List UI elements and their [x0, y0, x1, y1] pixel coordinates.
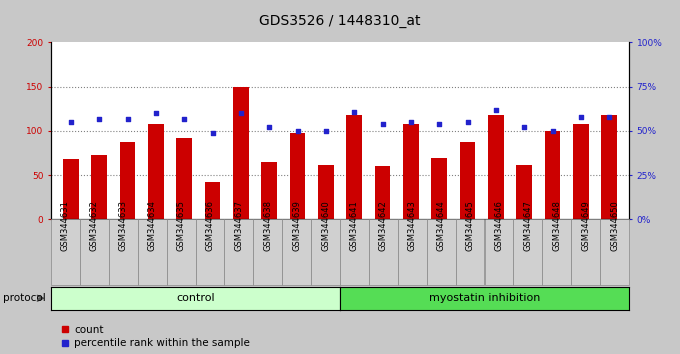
Bar [601, 115, 617, 219]
Point [65, 119, 76, 125]
Bar [375, 166, 390, 219]
Point [235, 110, 246, 116]
Text: GSM344632: GSM344632 [90, 200, 99, 251]
Bar [488, 115, 504, 219]
Text: myostatin inhibition: myostatin inhibition [429, 293, 540, 303]
Point [179, 116, 190, 121]
Point [122, 116, 133, 121]
Bar [205, 182, 220, 219]
Text: GSM344633: GSM344633 [119, 200, 128, 251]
Point [377, 121, 388, 127]
Point [490, 107, 501, 113]
Text: GSM344635: GSM344635 [177, 200, 186, 251]
Legend: count, percentile rank within the sample: count, percentile rank within the sample [56, 321, 254, 352]
Text: GSM344642: GSM344642 [379, 200, 388, 251]
Text: GSM344637: GSM344637 [235, 200, 243, 251]
Point [434, 121, 445, 127]
Text: GSM344647: GSM344647 [524, 200, 532, 251]
Bar [403, 124, 419, 219]
Bar [318, 165, 334, 219]
Text: GSM344650: GSM344650 [610, 200, 619, 251]
Text: GSM344634: GSM344634 [148, 200, 156, 251]
Text: GSM344645: GSM344645 [466, 200, 475, 251]
Text: GSM344636: GSM344636 [205, 200, 214, 251]
Point [320, 128, 331, 134]
Bar [431, 158, 447, 219]
Bar [176, 138, 192, 219]
Text: GSM344646: GSM344646 [494, 200, 503, 251]
Bar [120, 142, 135, 219]
Text: GSM344638: GSM344638 [263, 200, 272, 251]
Text: GSM344641: GSM344641 [350, 200, 359, 251]
Point [94, 116, 105, 121]
Point [207, 130, 218, 136]
Point [349, 109, 360, 114]
Text: GSM344643: GSM344643 [408, 200, 417, 251]
Point [575, 114, 586, 120]
Point [150, 110, 161, 116]
Bar [290, 133, 305, 219]
Bar [573, 124, 589, 219]
Point [547, 128, 558, 134]
Point [264, 125, 275, 130]
Bar [460, 142, 475, 219]
Point [604, 114, 615, 120]
Point [405, 119, 416, 125]
Bar [91, 155, 107, 219]
Bar [346, 115, 362, 219]
Bar [63, 159, 79, 219]
Point [292, 128, 303, 134]
Point [519, 125, 530, 130]
Bar [516, 165, 532, 219]
Bar [148, 124, 164, 219]
Point [462, 119, 473, 125]
Text: GSM344640: GSM344640 [321, 200, 330, 251]
Bar [545, 131, 560, 219]
Text: GSM344649: GSM344649 [581, 200, 590, 251]
Bar [233, 87, 249, 219]
Text: GSM344631: GSM344631 [61, 200, 70, 251]
Text: control: control [176, 293, 215, 303]
Bar [261, 162, 277, 219]
Text: GDS3526 / 1448310_at: GDS3526 / 1448310_at [259, 14, 421, 28]
Text: GSM344648: GSM344648 [552, 200, 561, 251]
Text: GSM344644: GSM344644 [437, 200, 445, 251]
Text: GSM344639: GSM344639 [292, 200, 301, 251]
Text: protocol: protocol [3, 293, 46, 303]
